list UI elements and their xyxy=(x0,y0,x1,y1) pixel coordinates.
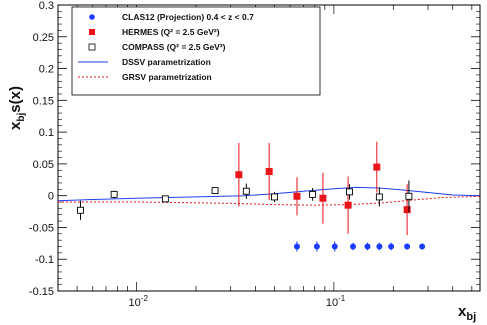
y-tick-label: 0.2 xyxy=(39,64,54,76)
compass-point xyxy=(309,190,317,198)
legend-marker-compass xyxy=(88,43,96,51)
x-tick-base: 10 xyxy=(326,297,338,309)
hermes-point xyxy=(293,192,301,200)
y-axis: -0.15 -0.1 -0.05 0 0.05 0.1 0.15 0.2 0.25 0.3 xyxy=(29,0,480,298)
data-points xyxy=(77,141,426,252)
legend: CLAS12 (Projection) 0.4 < z < 0.7 HERMES… xyxy=(71,6,321,96)
y-axis-title: xbjs(x) xyxy=(7,86,27,130)
legend-label-grsv: GRSV parametrization xyxy=(122,72,212,82)
clas12-point xyxy=(419,243,426,250)
hermes-point xyxy=(319,194,327,202)
hermes-point xyxy=(373,163,381,171)
y-tick-label: 0.25 xyxy=(33,32,54,44)
hermes-point xyxy=(265,168,273,176)
clas12-point xyxy=(350,243,357,250)
legend-label-clas12: CLAS12 (Projection) 0.4 < z < 0.7 xyxy=(122,12,254,22)
y-tick-label: -0.05 xyxy=(29,222,54,234)
clas12-point xyxy=(388,243,395,250)
clas12-point xyxy=(293,243,300,250)
hermes-point xyxy=(344,201,352,209)
y-tick-label: -0.1 xyxy=(35,254,54,266)
compass-point xyxy=(346,188,353,196)
compass-point xyxy=(211,187,219,195)
x-axis-title-x: x xyxy=(458,303,467,320)
legend-label-dssv: DSSV parametrization xyxy=(122,57,211,67)
x-tick-label: 10-1 xyxy=(326,294,346,309)
y-tick-label: 0.1 xyxy=(39,127,54,139)
x-tick-label: 10-2 xyxy=(129,294,149,309)
y-tick-label: 0.05 xyxy=(33,159,54,171)
clas12-point xyxy=(331,243,338,250)
clas12-point xyxy=(376,243,383,250)
compass-point xyxy=(242,187,250,195)
y-tick-label: 0.15 xyxy=(33,95,54,107)
x-tick-exponent: -2 xyxy=(141,294,149,303)
dssv-curve xyxy=(57,186,481,202)
legend-box xyxy=(71,6,321,96)
y-tick-label: 0.3 xyxy=(39,0,54,12)
x-axis-title: xbj xyxy=(458,303,476,323)
x-tick-base: 10 xyxy=(129,297,141,309)
y-tick-label: -0.15 xyxy=(29,286,54,298)
compass-point xyxy=(110,190,118,198)
legend-marker-hermes xyxy=(89,29,95,35)
y-tick-label: 0 xyxy=(48,191,54,203)
compass-point xyxy=(161,195,169,203)
clas12-point xyxy=(364,243,371,250)
hermes-point xyxy=(235,171,243,179)
legend-label-hermes: HERMES (Q² = 2.5 GeV²) xyxy=(122,27,220,37)
legend-label-compass: COMPASS (Q² = 2.5 GeV²) xyxy=(122,42,226,52)
grsv-curve xyxy=(58,195,481,206)
x-tick-exponent: -1 xyxy=(338,294,346,303)
compass-point xyxy=(405,192,413,200)
hermes-point xyxy=(403,206,411,214)
clas12-point xyxy=(313,243,320,250)
y-axis-title-rest: s(x) xyxy=(7,86,24,113)
y-axis-title-x: x xyxy=(7,121,24,130)
compass-point xyxy=(375,193,383,201)
parametrization-curves xyxy=(57,186,481,206)
clas12-point xyxy=(404,243,411,250)
legend-marker-clas12 xyxy=(89,14,95,20)
compass-point xyxy=(77,206,84,214)
compass-point xyxy=(271,193,278,201)
y-axis-title-sub: bj xyxy=(16,113,27,122)
x-axis-title-sub: bj xyxy=(466,311,476,323)
